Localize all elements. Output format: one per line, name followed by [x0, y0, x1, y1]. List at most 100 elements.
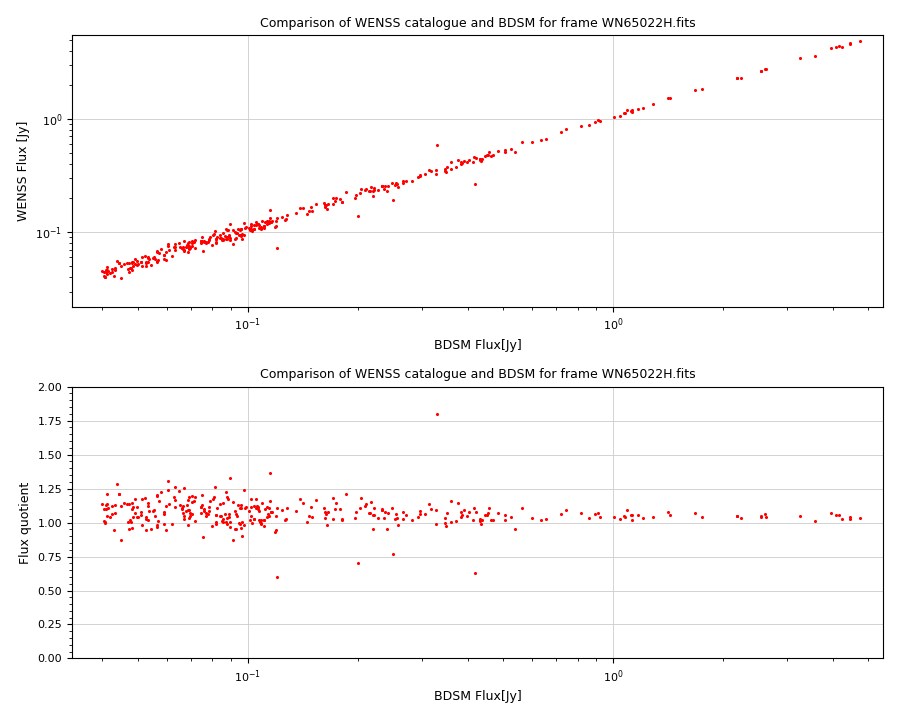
Point [396, 513, 410, 525]
Point [491, 145, 505, 157]
Point [185, 240, 200, 252]
Point [209, 234, 223, 246]
Point [388, 180, 402, 192]
Point [235, 228, 249, 240]
Point [181, 238, 195, 249]
Point [636, 102, 651, 114]
Point [508, 523, 523, 535]
Point [181, 494, 195, 505]
Point [391, 519, 405, 531]
Point [730, 510, 744, 522]
Point [220, 493, 235, 505]
Point [166, 241, 181, 253]
Point [378, 180, 392, 192]
Point [130, 258, 145, 270]
Point [328, 195, 342, 207]
Point [473, 153, 488, 165]
Point [834, 41, 849, 53]
Point [122, 523, 136, 534]
Point [367, 182, 382, 194]
Point [449, 515, 464, 526]
Point [98, 271, 112, 282]
Point [194, 235, 209, 246]
Point [112, 257, 126, 269]
Point [753, 66, 768, 77]
Point [126, 501, 140, 513]
Point [438, 512, 453, 523]
Point [396, 177, 410, 189]
Point [832, 509, 846, 521]
Point [350, 210, 365, 222]
Point [212, 229, 227, 240]
Point [335, 197, 349, 208]
Point [235, 531, 249, 542]
Point [231, 518, 246, 529]
Point [358, 498, 373, 509]
Point [95, 498, 110, 510]
Point [554, 508, 569, 520]
Point [264, 216, 278, 228]
Point [207, 228, 221, 240]
Point [363, 185, 377, 197]
Point [486, 150, 500, 161]
Point [581, 512, 596, 523]
Point [558, 124, 572, 135]
Point [167, 238, 182, 249]
Point [175, 503, 189, 515]
Point [444, 156, 458, 168]
Point [843, 38, 858, 50]
Point [347, 192, 362, 203]
Point [247, 513, 261, 524]
Point [106, 271, 121, 282]
Point [473, 516, 488, 527]
Point [167, 501, 182, 513]
Point [460, 156, 474, 167]
Point [176, 500, 191, 512]
Point [730, 73, 744, 84]
Point [451, 155, 465, 166]
Point [231, 500, 246, 511]
Point [252, 505, 266, 517]
Point [176, 243, 190, 255]
Point [478, 509, 492, 521]
Point [688, 508, 703, 519]
Point [121, 258, 135, 269]
Point [194, 235, 209, 247]
Point [126, 511, 140, 523]
Point [241, 505, 256, 517]
Point [99, 498, 113, 510]
Point [375, 505, 390, 516]
Point [617, 107, 632, 119]
Point [201, 236, 215, 248]
Point [222, 232, 237, 243]
Point [111, 479, 125, 490]
Point [251, 218, 266, 230]
Point [199, 510, 213, 521]
Point [100, 261, 114, 272]
Point [257, 503, 272, 515]
Point [157, 518, 171, 530]
Point [209, 518, 223, 530]
Point [440, 508, 454, 519]
X-axis label: BDSM Flux[Jy]: BDSM Flux[Jy] [434, 690, 521, 703]
Point [99, 503, 113, 515]
Point [157, 253, 171, 265]
Point [135, 260, 149, 271]
Point [824, 42, 839, 53]
Point [244, 494, 258, 505]
Point [114, 534, 129, 546]
Point [228, 505, 242, 517]
Point [645, 511, 660, 523]
Point [381, 180, 395, 192]
Point [108, 507, 122, 518]
Point [411, 171, 426, 183]
Point [99, 264, 113, 276]
Point [296, 202, 310, 214]
Point [829, 510, 843, 521]
Point [590, 114, 605, 126]
Point [154, 243, 168, 255]
Point [617, 510, 632, 522]
Point [140, 513, 154, 525]
Point [176, 482, 191, 493]
Point [449, 161, 464, 173]
